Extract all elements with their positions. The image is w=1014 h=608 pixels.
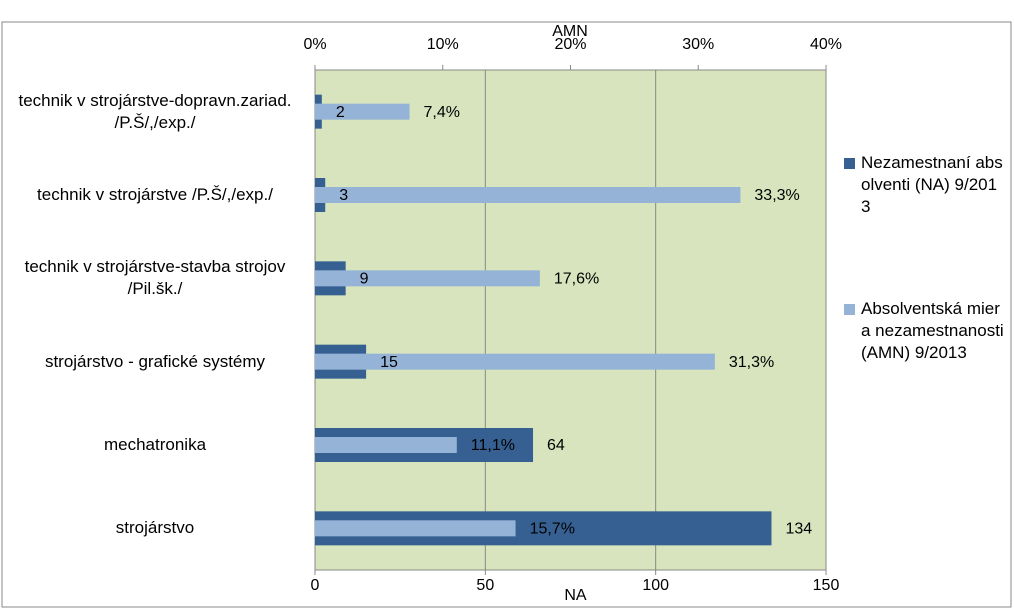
- legend-swatch: [844, 304, 855, 315]
- data-label: 7,4%: [424, 104, 460, 121]
- category-label: technik v strojárstve-dopravn.zariad. /P…: [18, 90, 292, 132]
- legend-label: Nezamestnaní absolventi (NA) 9/2013: [861, 153, 1003, 216]
- x2-tick-label: 20%: [554, 36, 586, 53]
- x-axis-title: NA: [564, 587, 587, 604]
- category-label: mechatronika: [103, 435, 207, 454]
- x2-tick-label: 10%: [427, 36, 459, 53]
- bar: [315, 353, 715, 370]
- bar: [315, 103, 410, 120]
- data-label: 15: [380, 354, 398, 371]
- category-label: strojárstvo - grafické systémy: [44, 351, 266, 371]
- category-label: technik v strojárstve-stavba strojov /Pi…: [24, 257, 286, 299]
- data-label: 31,3%: [729, 354, 774, 371]
- data-label: 15,7%: [530, 521, 575, 538]
- plot-area: [314, 69, 827, 571]
- x-tick-label: 50: [476, 577, 494, 594]
- legend-item: Nezamestnaní absolventi (NA) 9/2013: [844, 152, 1004, 218]
- chart-border: [1, 21, 1012, 608]
- data-label: 11,1%: [471, 437, 515, 454]
- bar: [315, 437, 457, 453]
- data-label: 2: [336, 104, 345, 121]
- data-label: 134: [785, 521, 812, 538]
- x2-axis-title: AMN: [552, 23, 588, 40]
- legend-label: Absolventská miera nezamestnanosti (AMN)…: [861, 299, 1004, 362]
- x2-tick-label: 30%: [682, 36, 714, 53]
- category-label: strojárstvo: [115, 518, 195, 538]
- legend-item: Absolventská miera nezamestnanosti (AMN)…: [844, 298, 1004, 364]
- x2-tick-label: 40%: [810, 36, 842, 53]
- data-label: 17,6%: [554, 271, 599, 288]
- data-label: 9: [360, 271, 369, 288]
- x-tick-label: 100: [642, 577, 669, 594]
- legend-swatch: [844, 158, 855, 169]
- data-label: 64: [547, 437, 565, 454]
- x2-tick-label: 0%: [303, 36, 326, 53]
- x-tick-label: 150: [813, 577, 840, 594]
- bar: [315, 520, 516, 537]
- bar: [315, 187, 741, 203]
- bar: [315, 270, 540, 287]
- x-tick-label: 0: [311, 577, 320, 594]
- data-label: 3: [339, 187, 348, 204]
- category-label: technik v strojárstve /P.Š/,/exp./: [37, 185, 273, 204]
- data-label: 33,3%: [754, 187, 799, 204]
